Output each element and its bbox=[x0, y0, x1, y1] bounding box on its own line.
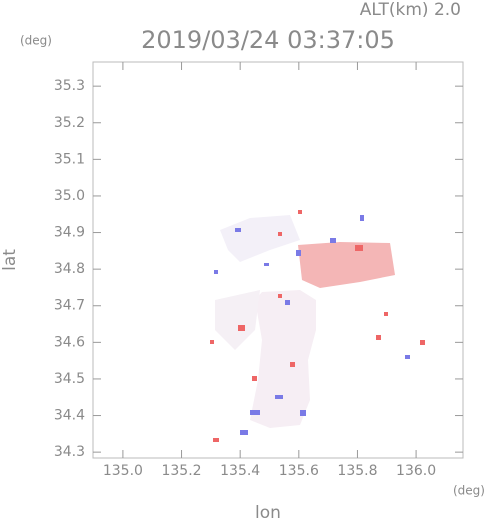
echo-region bbox=[220, 215, 300, 262]
x-tick-label: 135.6 bbox=[279, 463, 319, 479]
y-tick-label: 34.5 bbox=[54, 371, 85, 387]
y-tick-label: 34.9 bbox=[54, 225, 85, 241]
annotation: ALT(km) 2.0 bbox=[360, 0, 461, 20]
y-tick-label: 34.7 bbox=[54, 298, 85, 314]
y-axis-label: lat bbox=[0, 249, 20, 271]
radar-echo bbox=[210, 210, 425, 442]
y-tick-label: 35.2 bbox=[54, 115, 85, 131]
echo-region bbox=[250, 290, 316, 428]
echo-speckles bbox=[214, 215, 410, 435]
x-tick-label: 136.0 bbox=[396, 463, 436, 479]
y-tick-label: 35.0 bbox=[54, 188, 85, 204]
y-tick-label: 35.3 bbox=[54, 78, 85, 94]
y-tick-label: 34.6 bbox=[54, 334, 85, 350]
y-tick-label: 34.4 bbox=[54, 408, 85, 424]
echo-region bbox=[298, 242, 395, 288]
x-tick-label: 135.4 bbox=[220, 463, 260, 479]
echo-region bbox=[215, 290, 260, 350]
y-tick-label: 35.1 bbox=[54, 151, 85, 167]
x-tick-label: 135.2 bbox=[161, 463, 201, 479]
echo-speckles bbox=[210, 210, 425, 442]
x-tick-label: 135.8 bbox=[337, 463, 377, 479]
x-tick-label: 135.0 bbox=[103, 463, 143, 479]
x-axis-label: lon bbox=[255, 503, 281, 521]
y-tick-label: 34.3 bbox=[54, 444, 85, 460]
x-unit: (deg) bbox=[453, 484, 485, 498]
y-tick-label: 34.8 bbox=[54, 261, 85, 277]
y-unit: (deg) bbox=[20, 34, 52, 48]
plot-frame bbox=[92, 61, 464, 459]
chart-title: 2019/03/24 03:37:05 bbox=[141, 26, 395, 54]
